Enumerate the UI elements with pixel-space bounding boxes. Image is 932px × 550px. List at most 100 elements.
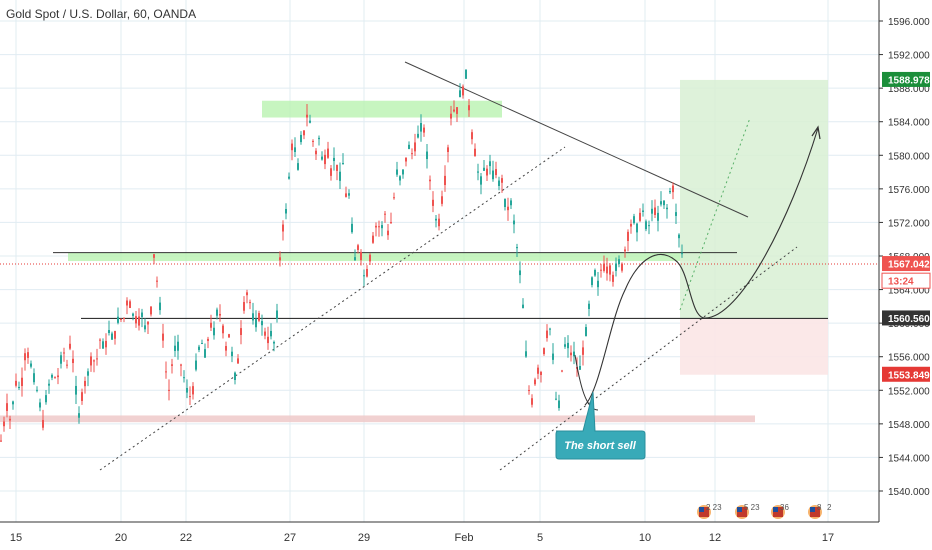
candle-body <box>72 358 74 364</box>
candle-body <box>651 208 653 214</box>
candle-body <box>174 345 176 351</box>
candle-body <box>60 355 62 364</box>
event-label: 5 23 <box>744 503 760 512</box>
candle-body <box>633 216 635 224</box>
flag-canton <box>773 507 778 512</box>
candle-body <box>561 370 563 372</box>
candle-body <box>540 372 542 375</box>
candle-body <box>288 176 290 179</box>
candle-body <box>612 274 614 282</box>
candle-body <box>387 230 389 236</box>
candle-body <box>531 398 533 405</box>
candle-body <box>570 352 572 356</box>
candle-body <box>348 193 350 196</box>
middle-support-zone <box>68 252 710 262</box>
candle-body <box>0 440 2 442</box>
time-tick-label: 10 <box>639 532 651 544</box>
price-axis[interactable]: 1540.000 1544.000 1548.000 1552.000 1556.000… <box>879 17 931 498</box>
time-axis[interactable]: 15 20 22 27 29 Feb 5 10 12 17 <box>10 532 834 544</box>
price-label-countdown: 13:24 <box>888 277 914 288</box>
target-zone <box>680 79 828 319</box>
candle-body <box>321 156 323 160</box>
candle-body <box>180 364 182 366</box>
candle-body <box>21 377 23 387</box>
top-supply-zone <box>262 100 502 118</box>
candle-body <box>39 402 41 408</box>
candle-body <box>300 134 302 143</box>
economic-events[interactable]: 2 23 5 23 36 8 2 <box>695 503 832 521</box>
candle-body <box>558 400 560 409</box>
candle-body <box>525 351 527 357</box>
price-tick-label: 1596.000 <box>888 17 930 28</box>
candle-body <box>279 257 281 261</box>
candle-body <box>312 140 314 142</box>
candle-body <box>450 113 452 119</box>
candle-body <box>81 392 83 401</box>
candle-body <box>189 396 191 398</box>
candle-body <box>582 347 584 355</box>
price-label-stop-bg <box>882 366 930 382</box>
time-tick-label: 5 <box>537 532 543 544</box>
candle-body <box>54 377 56 379</box>
candle-body <box>417 133 419 138</box>
candle-body <box>132 313 134 316</box>
candle-body <box>384 213 386 215</box>
price-label-level: 1560.560 <box>888 314 930 325</box>
candle-body <box>285 208 287 214</box>
time-tick-label: 15 <box>10 532 22 544</box>
candle-body <box>255 319 257 328</box>
price-tick-label: 1548.000 <box>888 420 930 431</box>
candle-body <box>357 245 359 250</box>
candle-body <box>501 178 503 183</box>
candle-body <box>579 366 581 370</box>
time-tick-label: 20 <box>115 532 127 544</box>
candle-body <box>42 419 44 428</box>
candle-body <box>663 200 665 206</box>
candle-body <box>156 280 158 282</box>
stop-zone <box>680 318 828 375</box>
candle-body <box>678 234 680 239</box>
candle-body <box>309 120 311 123</box>
candle-body <box>171 364 173 366</box>
candle-body <box>363 275 365 277</box>
candle-body <box>429 179 431 182</box>
candle-body <box>513 220 515 225</box>
candle-body <box>516 247 518 249</box>
candle-body <box>609 265 611 275</box>
event-label: 36 <box>780 503 789 512</box>
candle-body <box>252 313 254 321</box>
candle-body <box>648 225 650 227</box>
candle-body <box>657 212 659 221</box>
candle-body <box>339 171 341 181</box>
candle-body <box>243 302 245 311</box>
candle-body <box>138 316 140 326</box>
candle-body <box>99 339 101 341</box>
candle-body <box>216 309 218 316</box>
candle-body <box>327 148 329 158</box>
candle-body <box>63 352 65 354</box>
candle-body <box>402 169 404 175</box>
candle-body <box>159 302 161 311</box>
candle-body <box>57 375 59 378</box>
price-label-last-bg <box>882 256 930 272</box>
candle-body <box>126 300 128 306</box>
candle-body <box>399 176 401 181</box>
candle-body <box>129 301 131 309</box>
candle-body <box>69 343 71 349</box>
candle-body <box>237 358 239 364</box>
time-axis-bg[interactable] <box>0 522 932 550</box>
candle-body <box>660 201 662 205</box>
candle-body <box>123 317 125 319</box>
candle-body <box>282 224 284 232</box>
candle-body <box>354 257 356 261</box>
candle-body <box>276 310 278 320</box>
event-label: 8 <box>817 503 822 512</box>
price-label-last: 1567.042 <box>888 260 930 271</box>
candle-body <box>411 153 413 155</box>
candle-body <box>231 351 233 357</box>
candle-body <box>369 254 371 262</box>
price-tick-label: 1572.000 <box>888 218 930 229</box>
target-guide-line <box>679 117 751 311</box>
